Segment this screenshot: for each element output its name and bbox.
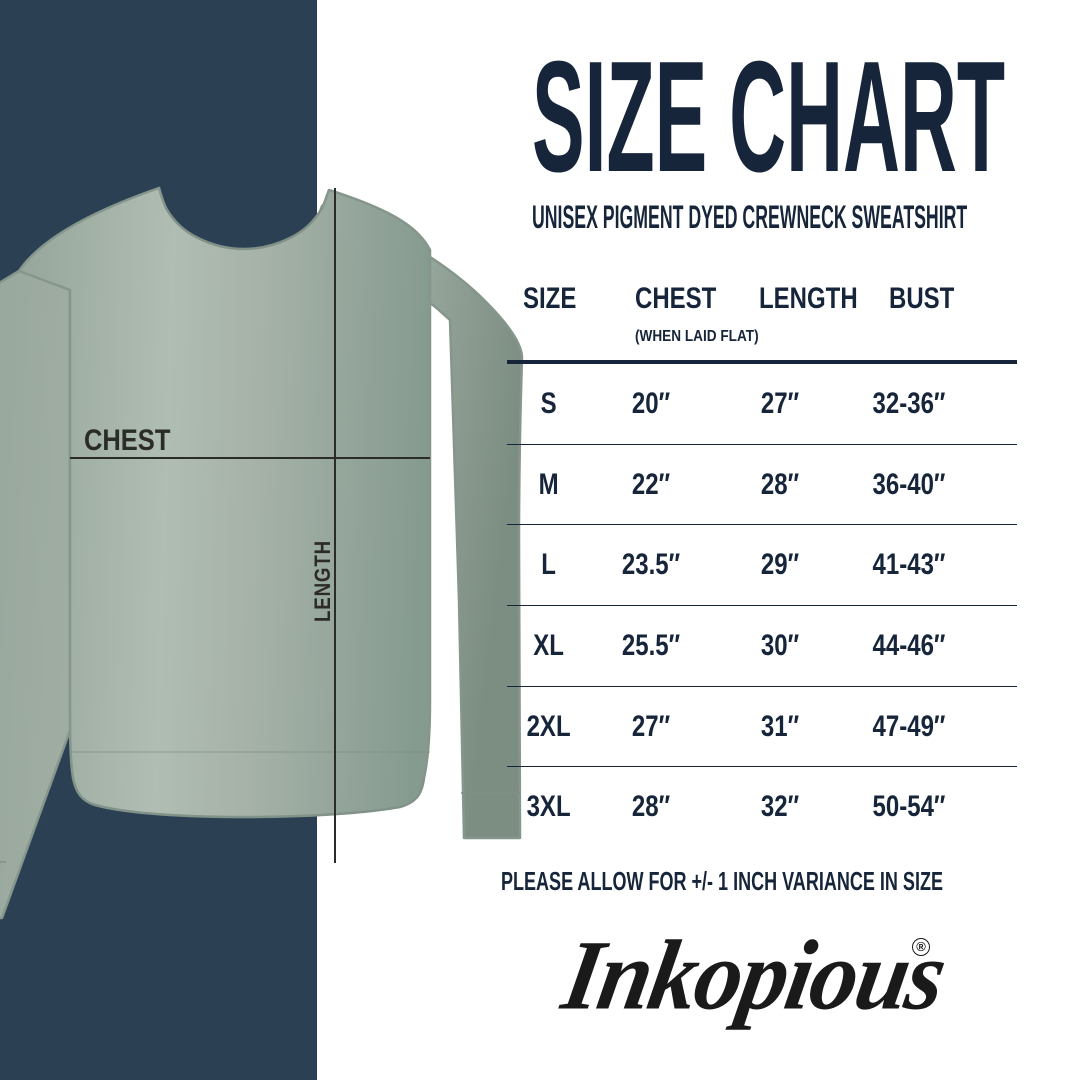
svg-text:CHEST: CHEST [84, 423, 170, 456]
svg-text:LENGTH: LENGTH [312, 540, 336, 622]
